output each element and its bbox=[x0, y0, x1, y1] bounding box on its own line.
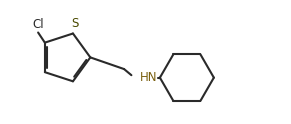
Text: S: S bbox=[71, 17, 78, 30]
Text: HN: HN bbox=[140, 71, 157, 84]
Text: Cl: Cl bbox=[32, 18, 44, 31]
